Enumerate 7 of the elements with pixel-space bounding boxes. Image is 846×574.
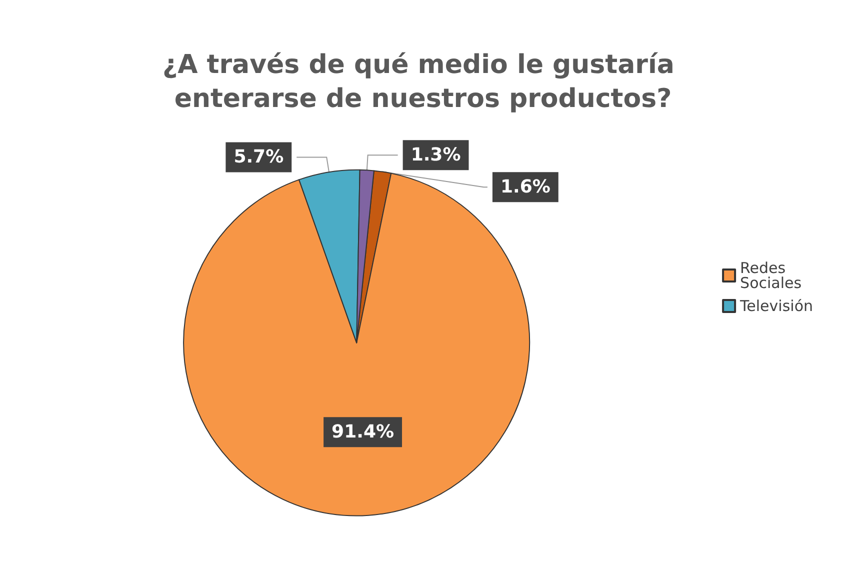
chart-title: ¿A través de qué medio le gustaría enterarse de nuestros productos? [162,50,684,114]
data-label: 1.3% [410,144,461,166]
legend-label: Televisión [739,297,814,315]
data-label: 1.6% [500,176,550,198]
data-label: 5.7% [234,146,284,168]
legend-label: Redes Sociales [740,259,802,292]
data-label: 91.4% [332,422,394,443]
